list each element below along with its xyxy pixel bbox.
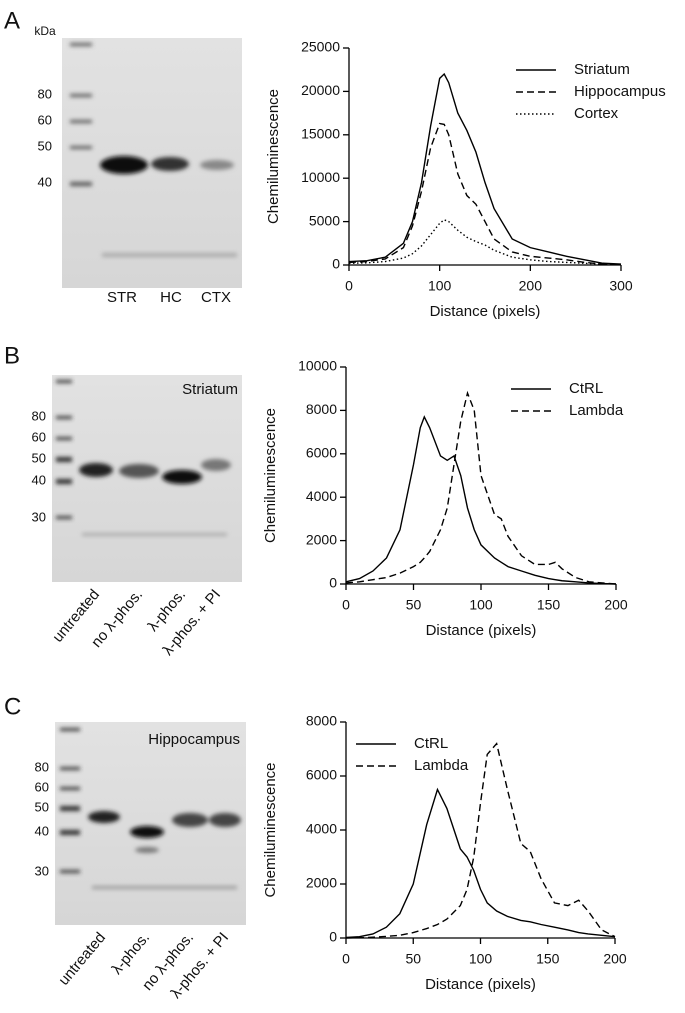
marker-label: 40 <box>32 472 46 487</box>
legend-label: Lambda <box>414 757 469 774</box>
panel-label: C <box>4 693 21 720</box>
marker-label: 50 <box>35 799 49 814</box>
blot-title: Hippocampus <box>148 731 240 748</box>
panel-label: A <box>4 7 20 34</box>
blot-image <box>52 375 242 582</box>
unit-label: kDa <box>34 24 56 38</box>
blot-image <box>55 722 246 925</box>
x-tick-label: 100 <box>469 951 493 967</box>
legend-label: Striatum <box>574 61 630 78</box>
lane-label: λ-phos. <box>108 929 153 978</box>
series-line <box>345 415 617 585</box>
marker-label: 30 <box>32 509 46 524</box>
y-tick-label: 4000 <box>306 821 337 837</box>
y-tick-label: 20000 <box>301 82 340 98</box>
marker-label: 50 <box>38 138 52 153</box>
x-axis-title: Distance (pixels) <box>430 303 541 320</box>
y-tick-label: 6000 <box>306 767 337 783</box>
x-tick-label: 200 <box>604 597 628 613</box>
x-tick-label: 150 <box>536 951 560 967</box>
x-tick-label: 150 <box>537 597 561 613</box>
legend-label: CtRL <box>414 735 448 752</box>
x-axis-title: Distance (pixels) <box>425 976 536 993</box>
y-tick-label: 2000 <box>306 531 337 547</box>
marker-label: 80 <box>32 408 46 423</box>
series-line <box>345 742 616 939</box>
series-line <box>348 72 622 265</box>
legend-label: Hippocampus <box>574 83 666 100</box>
marker-label: 50 <box>32 450 46 465</box>
y-tick-label: 15000 <box>301 126 340 142</box>
blot-title: Striatum <box>182 381 238 398</box>
y-axis-title: Chemiluminescence <box>262 408 279 543</box>
y-tick-label: 5000 <box>309 212 340 228</box>
marker-label: 30 <box>35 863 49 878</box>
y-tick-label: 25000 <box>301 39 340 55</box>
marker-label: 40 <box>38 174 52 189</box>
y-tick-label: 10000 <box>301 169 340 185</box>
lane-label: STR <box>107 289 137 306</box>
blot-image <box>62 38 242 288</box>
series-line <box>345 787 616 939</box>
x-tick-label: 50 <box>405 951 421 967</box>
x-axis-title: Distance (pixels) <box>426 622 537 639</box>
x-tick-label: 100 <box>428 278 452 294</box>
legend-label: CtRL <box>569 380 603 397</box>
y-tick-label: 8000 <box>306 401 337 417</box>
x-tick-label: 200 <box>603 951 627 967</box>
x-tick-label: 0 <box>342 597 350 613</box>
y-tick-label: 10000 <box>298 358 337 374</box>
y-tick-label: 6000 <box>306 445 337 461</box>
y-tick-label: 0 <box>329 929 337 945</box>
y-axis-title: Chemiluminescence <box>265 89 282 224</box>
panel-label: B <box>4 342 20 369</box>
marker-label: 40 <box>35 823 49 838</box>
lane-label: untreated <box>55 929 109 988</box>
y-tick-label: 8000 <box>306 713 337 729</box>
marker-label: 80 <box>38 86 52 101</box>
lane-label: HC <box>160 289 182 306</box>
x-tick-label: 0 <box>345 278 353 294</box>
x-tick-label: 0 <box>342 951 350 967</box>
marker-label: 60 <box>35 779 49 794</box>
lane-label: CTX <box>201 289 231 306</box>
x-tick-label: 50 <box>406 597 422 613</box>
marker-label: 60 <box>32 429 46 444</box>
series-line <box>345 390 617 585</box>
y-tick-label: 4000 <box>306 488 337 504</box>
marker-label: 80 <box>35 759 49 774</box>
y-tick-label: 0 <box>332 256 340 272</box>
blots <box>52 38 246 925</box>
series-line <box>348 219 622 266</box>
y-tick-label: 2000 <box>306 875 337 891</box>
x-tick-label: 300 <box>609 278 633 294</box>
x-tick-label: 100 <box>469 597 493 613</box>
series-line <box>348 122 622 266</box>
x-tick-label: 200 <box>519 278 543 294</box>
y-tick-label: 0 <box>329 575 337 591</box>
y-axis-title: Chemiluminescence <box>262 762 279 897</box>
marker-label: 60 <box>38 112 52 127</box>
legend-label: Cortex <box>574 105 619 122</box>
legend-label: Lambda <box>569 402 624 419</box>
